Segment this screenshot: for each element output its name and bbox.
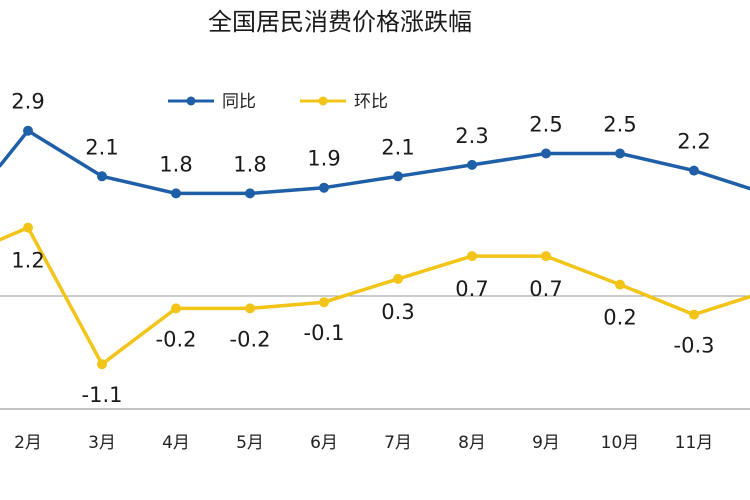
data-point-mom-3 — [171, 303, 181, 314]
x-axis-ticks: 2月 3月 4月 5月 6月 7月 8月 9月 10月 11月 — [14, 433, 713, 453]
data-point-yoy-6 — [393, 171, 403, 182]
data-label-yoy-2: 2.1 — [85, 135, 118, 159]
legend-item-yoy: 同比 — [168, 92, 256, 112]
legend-item-mom: 环比 — [300, 92, 388, 112]
data-label-mom-6: 0.3 — [381, 300, 414, 324]
data-point-yoy-10 — [689, 165, 699, 176]
data-point-mom-10 — [689, 309, 699, 320]
data-point-yoy-4 — [245, 188, 255, 199]
series-line-mom — [0, 225, 750, 366]
series-line-yoy — [0, 128, 750, 196]
x-tick-label-7: 8月 — [458, 433, 486, 453]
data-point-yoy-3 — [171, 188, 181, 199]
data-point-mom-8 — [541, 251, 551, 262]
chart-legend: 同比 环比 — [168, 92, 388, 112]
data-point-mom-4 — [245, 303, 255, 314]
data-label-mom-7: 0.7 — [455, 277, 488, 301]
data-label-layer: 2.9 2.1 1.8 1.8 1.9 2.1 2.3 2.5 2.5 2.2 1.2 -1.1 -0.… — [11, 90, 714, 408]
data-label-yoy-3: 1.8 — [159, 152, 192, 176]
x-tick-label-8: 9月 — [532, 433, 560, 453]
data-point-mom-7 — [467, 251, 477, 262]
data-point-mom-9 — [615, 279, 625, 290]
data-point-yoy-1 — [23, 125, 33, 136]
data-point-mom-2 — [97, 359, 107, 370]
data-label-mom-10: -0.3 — [674, 334, 715, 358]
data-label-mom-5: -0.1 — [304, 321, 345, 345]
series-layer — [0, 125, 750, 370]
data-label-mom-4: -0.2 — [230, 327, 271, 351]
data-point-yoy-9 — [615, 148, 625, 159]
data-label-yoy-9: 2.5 — [603, 113, 636, 137]
x-tick-label-3: 4月 — [162, 433, 190, 453]
x-tick-label-4: 5月 — [236, 433, 264, 453]
data-label-mom-2: -1.1 — [82, 383, 123, 407]
data-label-yoy-8: 2.5 — [529, 113, 562, 137]
legend-label-mom: 环比 — [354, 92, 388, 112]
data-point-yoy-2 — [97, 171, 107, 182]
x-tick-label-2: 3月 — [88, 433, 116, 453]
data-label-mom-8: 0.7 — [529, 277, 562, 301]
data-label-mom-1: 1.2 — [11, 249, 44, 273]
data-label-yoy-6: 2.1 — [381, 135, 414, 159]
x-tick-label-9: 10月 — [601, 433, 640, 453]
data-label-yoy-1: 2.9 — [11, 90, 44, 114]
data-label-yoy-7: 2.3 — [455, 124, 488, 148]
data-point-yoy-5 — [319, 182, 329, 193]
data-point-yoy-8 — [541, 148, 551, 159]
x-tick-label-1: 2月 — [14, 433, 42, 453]
data-label-yoy-10: 2.2 — [677, 130, 710, 154]
data-point-mom-6 — [393, 273, 403, 284]
legend-label-yoy: 同比 — [222, 92, 256, 112]
data-label-yoy-4: 1.8 — [233, 152, 266, 176]
x-tick-label-10: 11月 — [675, 433, 714, 453]
data-point-mom-1 — [23, 222, 33, 233]
data-point-yoy-7 — [467, 159, 477, 170]
x-tick-label-5: 6月 — [310, 433, 338, 453]
data-label-mom-3: -0.2 — [156, 327, 197, 351]
data-label-mom-9: 0.2 — [603, 306, 636, 330]
x-tick-label-6: 7月 — [384, 433, 412, 453]
chart-title: 全国居民消费价格涨跌幅 — [208, 8, 472, 36]
data-label-yoy-5: 1.9 — [307, 147, 340, 171]
legend-marker-mom — [318, 96, 328, 106]
data-point-mom-5 — [319, 297, 329, 308]
legend-marker-yoy — [186, 96, 196, 106]
